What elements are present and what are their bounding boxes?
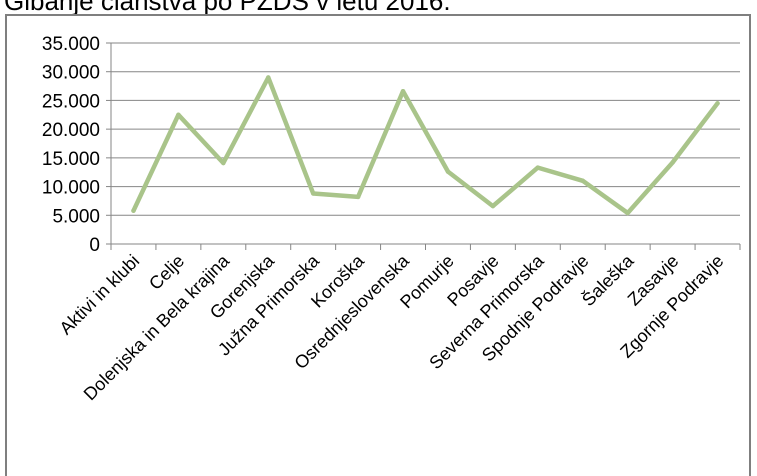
y-tick-labels: 0 5.000 10.000 15.000 20.000 25.000 30.000 35.0… bbox=[42, 34, 100, 256]
data-point bbox=[445, 169, 451, 174]
data-point bbox=[355, 194, 361, 200]
y-tick-label: 25.000 bbox=[42, 91, 100, 112]
data-point bbox=[715, 101, 720, 106]
chart-title: Gibanje članstva po PZDS v letu 2016. bbox=[4, 0, 451, 16]
data-point bbox=[400, 89, 406, 94]
series-layer bbox=[131, 75, 720, 216]
y-tick-label: 0 bbox=[89, 235, 100, 256]
data-point bbox=[490, 203, 496, 209]
x-tick-label: Aktivi in klubi bbox=[56, 251, 144, 339]
y-tick-label: 20.000 bbox=[42, 120, 100, 141]
chart-frame bbox=[5, 14, 751, 476]
y-tick-label: 5.000 bbox=[52, 206, 100, 227]
data-point bbox=[176, 112, 181, 117]
y-tick-label: 35.000 bbox=[42, 34, 100, 55]
data-point bbox=[625, 210, 630, 216]
y-tick-label: 30.000 bbox=[42, 63, 100, 84]
data-point bbox=[266, 75, 271, 80]
data-point bbox=[535, 165, 541, 170]
data-point bbox=[310, 191, 316, 196]
series-line bbox=[131, 75, 720, 216]
data-point bbox=[670, 160, 675, 165]
axes bbox=[110, 43, 741, 250]
data-point bbox=[580, 178, 585, 184]
gridlines bbox=[106, 42, 740, 245]
data-point bbox=[221, 160, 226, 166]
data-point bbox=[131, 208, 136, 213]
y-tick-label: 10.000 bbox=[42, 178, 100, 199]
y-tick-label: 15.000 bbox=[42, 149, 100, 170]
